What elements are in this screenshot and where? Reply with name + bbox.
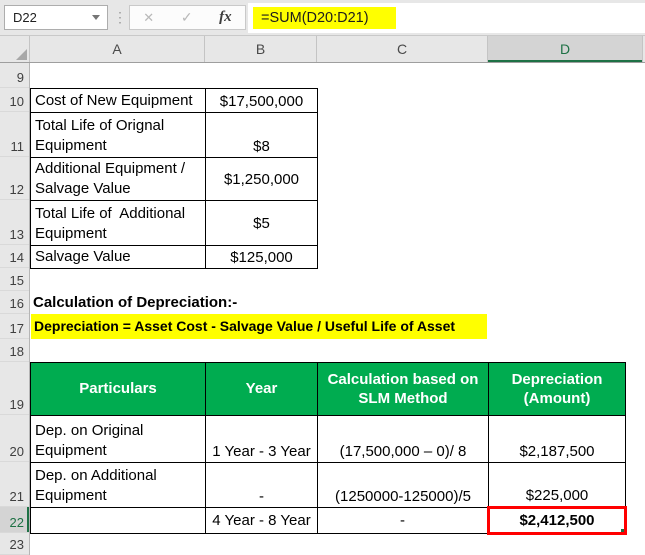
row-header-21[interactable]: 21: [0, 462, 29, 507]
depreciation-calc-table: Particulars Year Calculation based on SL…: [30, 362, 627, 535]
row-header-strip: 9 10 11 12 13 14 15 16 17 18 19 20 21 22…: [0, 63, 30, 555]
formula-text: =SUM(D20:D21): [253, 7, 396, 29]
cell-b12[interactable]: $1,250,000: [205, 157, 318, 201]
cell-a22[interactable]: [30, 507, 206, 534]
formula-input[interactable]: =SUM(D20:D21): [248, 3, 645, 33]
separator-dots-icon: ⋮: [113, 9, 127, 25]
row-header-11[interactable]: 11: [0, 112, 29, 157]
cell-a11[interactable]: Total Life of Orignal Equipment: [30, 112, 206, 158]
cell-b11[interactable]: $8: [205, 112, 318, 158]
result-value: $2,412,500: [519, 512, 595, 529]
table-row: 4 Year - 8 Year - $2,412,500: [30, 506, 627, 535]
name-box[interactable]: D22: [4, 5, 108, 30]
cell-b14[interactable]: $125,000: [205, 245, 318, 269]
formula-bar-container: D22 ⋮ ✕ ✓ fx =SUM(D20:D21): [0, 0, 645, 36]
equipment-info-table: Cost of New Equipment $17,500,000 Total …: [30, 88, 318, 269]
cell-c22[interactable]: -: [317, 507, 489, 534]
cell-c21[interactable]: (1250000-125000)/5: [317, 462, 489, 508]
cell-a21[interactable]: Dep. on Additional Equipment: [30, 462, 206, 508]
cell-b10[interactable]: $17,500,000: [205, 88, 318, 113]
select-all-triangle-icon: [16, 49, 27, 60]
row-header-12[interactable]: 12: [0, 157, 29, 200]
cell-d21[interactable]: $225,000: [488, 462, 626, 508]
cell-a10[interactable]: Cost of New Equipment: [30, 88, 206, 113]
row-header-16[interactable]: 16: [0, 291, 29, 314]
cell-a13[interactable]: Total Life of Additional Equipment: [30, 200, 206, 246]
depreciation-formula-note[interactable]: Depreciation = Asset Cost - Salvage Valu…: [31, 314, 487, 339]
cell-c20[interactable]: (17,500,000 – 0)/ 8: [317, 415, 489, 463]
formula-buttons-group: ✕ ✓ fx: [129, 5, 246, 30]
table-row: Dep. on Original Equipment 1 Year - 3 Ye…: [30, 415, 626, 463]
row-header-14[interactable]: 14: [0, 245, 29, 268]
insert-function-icon[interactable]: fx: [219, 9, 232, 25]
fill-handle[interactable]: [620, 528, 623, 531]
column-header-strip: A B C D: [0, 36, 645, 63]
cell-b13[interactable]: $5: [205, 200, 318, 246]
cell-a12[interactable]: Additional Equipment / Salvage Value: [30, 157, 206, 201]
column-header-b[interactable]: B: [205, 36, 317, 62]
cell-b21[interactable]: -: [205, 462, 318, 508]
cancel-icon[interactable]: ✕: [143, 9, 155, 25]
calc-header-depreciation[interactable]: Depreciation (Amount): [488, 362, 626, 416]
calc-header-particulars[interactable]: Particulars: [30, 362, 206, 416]
calc-header-year[interactable]: Year: [205, 362, 318, 416]
name-box-dropdown-icon[interactable]: [92, 15, 100, 20]
cell-b22[interactable]: 4 Year - 8 Year: [205, 507, 318, 534]
cell-d22-selected-result[interactable]: $2,412,500: [487, 506, 627, 535]
cell-b20[interactable]: 1 Year - 3 Year: [205, 415, 318, 463]
cell-d20[interactable]: $2,187,500: [488, 415, 626, 463]
calc-header-row: Particulars Year Calculation based on SL…: [30, 362, 626, 416]
calc-header-slm-method[interactable]: Calculation based on SLM Method: [317, 362, 489, 416]
cell-a20[interactable]: Dep. on Original Equipment: [30, 415, 206, 463]
depreciation-heading[interactable]: Calculation of Depreciation:-: [33, 294, 238, 311]
row-header-13[interactable]: 13: [0, 200, 29, 245]
row-header-19[interactable]: 19: [0, 362, 29, 415]
column-header-d-selected[interactable]: D: [488, 36, 643, 62]
row-header-9[interactable]: 9: [0, 63, 29, 88]
row-header-10[interactable]: 10: [0, 88, 29, 112]
row-header-23[interactable]: 23: [0, 533, 29, 555]
table-row: Dep. on Additional Equipment - (1250000-…: [30, 462, 626, 508]
row-header-18[interactable]: 18: [0, 339, 29, 362]
row-header-20[interactable]: 20: [0, 415, 29, 462]
row-header-17[interactable]: 17: [0, 314, 29, 339]
cell-a14[interactable]: Salvage Value: [30, 245, 206, 269]
column-header-c[interactable]: C: [317, 36, 488, 62]
enter-icon[interactable]: ✓: [180, 9, 193, 25]
row-header-15[interactable]: 15: [0, 268, 29, 291]
row-header-22-selected[interactable]: 22: [0, 507, 29, 533]
column-header-a[interactable]: A: [30, 36, 205, 62]
name-box-value: D22: [13, 10, 37, 25]
select-all-corner[interactable]: [0, 36, 30, 62]
